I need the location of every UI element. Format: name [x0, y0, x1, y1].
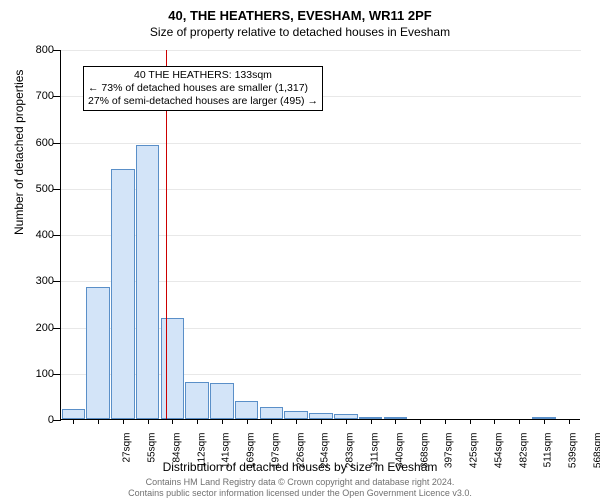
y-tick [53, 235, 61, 236]
x-tick-label: 112sqm [196, 433, 207, 483]
annotation-line: 40 THE HEATHERS: 133sqm [88, 69, 318, 82]
x-tick [420, 419, 421, 424]
x-tick [494, 419, 495, 424]
x-tick [98, 419, 99, 424]
gridline [61, 143, 581, 144]
x-tick-label: 254sqm [320, 433, 331, 483]
plot-area: 010020030040050060070080027sqm55sqm84sqm… [60, 50, 580, 420]
y-tick-label: 200 [14, 322, 54, 334]
x-axis-label: Distribution of detached houses by size … [0, 460, 600, 474]
y-tick-label: 800 [14, 44, 54, 56]
y-tick [53, 281, 61, 282]
x-tick-label: 197sqm [270, 433, 281, 483]
x-tick-label: 141sqm [221, 433, 232, 483]
x-tick [519, 419, 520, 424]
y-tick [53, 328, 61, 329]
x-tick [197, 419, 198, 424]
x-tick [346, 419, 347, 424]
x-tick [371, 419, 372, 424]
y-tick [53, 96, 61, 97]
x-tick-label: 568sqm [592, 433, 600, 483]
bar [62, 409, 86, 419]
y-tick [53, 143, 61, 144]
x-tick-label: 368sqm [419, 433, 430, 483]
x-tick-label: 397sqm [444, 433, 455, 483]
footer-text: Contains HM Land Registry data © Crown c… [0, 477, 600, 499]
y-tick [53, 420, 61, 421]
x-tick [222, 419, 223, 424]
plot-inner: 010020030040050060070080027sqm55sqm84sqm… [60, 50, 580, 420]
x-tick-label: 169sqm [246, 433, 257, 483]
chart-container: 40, THE HEATHERS, EVESHAM, WR11 2PF Size… [0, 0, 600, 500]
x-tick-label: 539sqm [568, 433, 579, 483]
x-tick [321, 419, 322, 424]
y-tick-label: 0 [14, 414, 54, 426]
x-tick-label: 55sqm [147, 433, 158, 483]
x-tick [296, 419, 297, 424]
x-tick [445, 419, 446, 424]
x-tick [569, 419, 570, 424]
bar [235, 401, 259, 419]
annotation-line: 27% of semi-detached houses are larger (… [88, 95, 318, 108]
x-tick-label: 425sqm [469, 433, 480, 483]
chart-subtitle: Size of property relative to detached ho… [0, 23, 600, 39]
x-tick-label: 511sqm [543, 433, 554, 483]
x-tick [247, 419, 248, 424]
x-tick-label: 27sqm [122, 433, 133, 483]
y-tick-label: 600 [14, 137, 54, 149]
y-tick-label: 500 [14, 183, 54, 195]
x-tick [172, 419, 173, 424]
y-tick-label: 700 [14, 90, 54, 102]
bar [136, 145, 160, 419]
x-tick-label: 454sqm [493, 433, 504, 483]
footer-line-2: Contains public sector information licen… [0, 488, 600, 499]
x-tick [271, 419, 272, 424]
footer-line-1: Contains HM Land Registry data © Crown c… [0, 477, 600, 488]
chart-title: 40, THE HEATHERS, EVESHAM, WR11 2PF [0, 0, 600, 23]
y-tick [53, 189, 61, 190]
y-tick-label: 400 [14, 229, 54, 241]
bar [284, 411, 308, 419]
x-tick-label: 482sqm [518, 433, 529, 483]
bar [260, 407, 284, 419]
y-tick [53, 374, 61, 375]
bar [86, 287, 110, 419]
x-tick-label: 226sqm [295, 433, 306, 483]
x-tick [148, 419, 149, 424]
x-tick [73, 419, 74, 424]
x-tick [123, 419, 124, 424]
x-tick [395, 419, 396, 424]
annotation-box: 40 THE HEATHERS: 133sqm← 73% of detached… [83, 66, 323, 111]
y-tick-label: 100 [14, 368, 54, 380]
x-tick [544, 419, 545, 424]
x-tick [470, 419, 471, 424]
x-tick-label: 340sqm [394, 433, 405, 483]
annotation-line: ← 73% of detached houses are smaller (1,… [88, 82, 318, 95]
y-tick-label: 300 [14, 275, 54, 287]
bar [210, 383, 234, 419]
gridline [61, 50, 581, 51]
x-tick-label: 84sqm [171, 433, 182, 483]
bar [185, 382, 209, 419]
y-tick [53, 50, 61, 51]
bar [161, 318, 185, 419]
x-tick-label: 311sqm [370, 433, 381, 483]
x-tick-label: 283sqm [345, 433, 356, 483]
bar [111, 169, 135, 419]
